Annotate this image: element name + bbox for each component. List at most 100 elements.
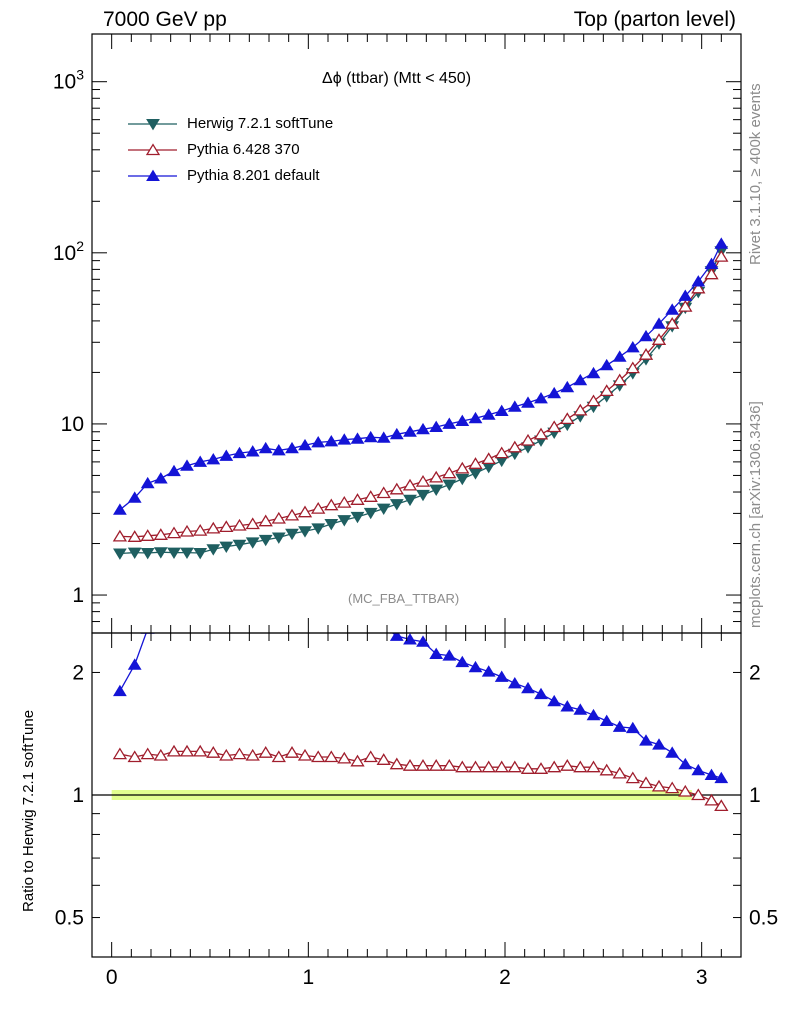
main-series-2-point-21 (389, 427, 404, 440)
ratio-series-0-point-9 (232, 747, 247, 760)
main-series-group (112, 237, 729, 560)
ratio-series-1-point-1 (127, 658, 142, 670)
ratio-series-1-point-46 (714, 771, 729, 784)
main-series-2-point-6 (193, 455, 208, 467)
ratio-series-1-point-13 (286, 586, 298, 596)
ratio-series-0-point-30 (507, 760, 522, 773)
main-series-1-point-32 (533, 427, 549, 440)
ratio-series-1-point-45 (704, 768, 719, 780)
main-series-0-point-2 (140, 548, 155, 560)
main-series-2-point-43 (678, 289, 693, 301)
main-series-2-point-26 (455, 414, 470, 426)
main-ytick-label-left: 102 (53, 238, 84, 265)
main-series-1-point-6 (193, 523, 208, 536)
main-series-2-point-2 (140, 476, 155, 489)
ratio-series-1-point-3 (155, 614, 167, 624)
main-ytick-label-left: 10 (61, 413, 84, 436)
analysis-tag: (MC_FBA_TTBAR) (348, 591, 460, 606)
main-series-2-point-35 (573, 373, 588, 386)
main-series-1-point-34 (560, 412, 575, 425)
ratio-series-0-point-0 (112, 747, 128, 760)
main-series-1-point-23 (415, 474, 431, 487)
main-series-0-point-21 (389, 499, 404, 511)
ratio-series-1-point-30 (507, 677, 522, 689)
ratio-series-1-point-6 (194, 573, 206, 583)
ratio-series-0-point-3 (153, 748, 168, 761)
ratio-series-0-point-8 (219, 748, 234, 761)
main-series-0-point-17 (337, 515, 352, 527)
ratio-series-0-point-29 (494, 760, 509, 773)
main-series-0-point-12 (271, 532, 286, 544)
legend-label-pythia8: Pythia 8.201 default (187, 167, 320, 184)
ratio-series-1-point-4 (168, 596, 180, 606)
main-series-1-point-1 (127, 530, 142, 542)
ratio-series-1-point-28 (481, 665, 496, 677)
main-series-0-point-9 (232, 539, 247, 552)
main-series-2-point-12 (271, 444, 286, 456)
main-series-2-point-39 (625, 341, 640, 353)
ratio-series-1-point-11 (260, 572, 272, 582)
main-series-2-point-41 (652, 317, 666, 329)
main-series-0-point-26 (455, 473, 470, 486)
ratio-panel: 1 1 2 2 0.5 0.5 0 1 2 3 (55, 572, 778, 989)
legend-label-herwig: Herwig 7.2.1 softTune (187, 115, 334, 132)
ratio-series-1-point-0 (113, 684, 127, 697)
main-series-2-point-22 (403, 425, 417, 437)
ratio-series-1-point-41 (652, 738, 666, 750)
legend-label-pythia6: Pythia 6.428 370 (187, 141, 300, 158)
main-series-2-point-36 (586, 366, 601, 379)
main-series-1-point-33 (547, 420, 562, 433)
main-series-1-point-17 (337, 495, 352, 508)
main-series-1-point-45 (704, 267, 719, 280)
ratio-series-1-point-5 (181, 583, 193, 593)
main-series-0-point-5 (180, 547, 194, 559)
main-series-1-point-42 (665, 317, 680, 329)
ratio-series-1-point-14 (299, 585, 311, 595)
ratio-series-0-point-2 (140, 747, 155, 760)
main-series-2-point-34 (560, 380, 575, 393)
main-series-1-point-29 (494, 446, 509, 459)
main-series-2-point-30 (507, 400, 522, 412)
ratio-series-0-point-20 (376, 753, 391, 765)
ratio-series-0-point-33 (547, 760, 562, 773)
main-series-2-point-19 (363, 430, 378, 443)
main-series-1-point-18 (350, 493, 365, 505)
main-series-0-point-4 (167, 547, 181, 559)
ratio-series-0-point-19 (363, 750, 378, 763)
ratio-series-1-point-8 (220, 574, 232, 584)
ratio-ytick-label-right: 1 (749, 784, 761, 807)
ratio-series-0-point-32 (533, 762, 549, 774)
main-series-1-point-10 (245, 517, 260, 530)
main-series-0-point-13 (285, 528, 299, 541)
ratio-ytick-label-right: 2 (749, 661, 761, 684)
main-series-2-point-9 (232, 446, 247, 459)
ratio-series-1-point-12 (273, 582, 285, 592)
mcplots-reference-label: mcplots.cern.ch [arXiv:1306.3436] (747, 401, 764, 628)
ratio-series-0-point-34 (560, 759, 575, 771)
ratio-series-1-point-35 (573, 703, 588, 715)
ratio-series-0-point-43 (678, 784, 693, 797)
ratio-series-1-point-38 (612, 720, 627, 732)
ratio-series-0-point-39 (625, 771, 640, 784)
main-series-1-point-26 (455, 461, 470, 474)
ratio-series-0-point-4 (166, 744, 182, 757)
ratio-series-0-point-17 (337, 751, 352, 764)
main-series-1-point-21 (389, 482, 404, 495)
main-series-1-point-2 (140, 529, 155, 541)
main-series-0-point-20 (376, 503, 391, 515)
ratio-ytick-label-right: 0.5 (749, 907, 778, 930)
main-series-0-point-7 (206, 544, 221, 556)
ratio-series-1-point-43 (678, 757, 693, 770)
ratio-series-0-point-14 (297, 748, 313, 761)
ratio-series-1-point-27 (468, 660, 483, 673)
main-series-1-point-15 (311, 501, 326, 514)
main-series-0-point-0 (113, 548, 127, 560)
main-series-1-point-8 (219, 520, 234, 533)
main-series-2-point-46 (714, 237, 729, 249)
main-series-1-point-30 (507, 440, 522, 453)
ratio-ytick-label-left: 0.5 (55, 907, 84, 930)
ratio-ytick-label-left: 1 (72, 784, 84, 807)
ratio-series-0-point-38 (612, 766, 627, 779)
main-series-0-point-18 (350, 511, 365, 524)
